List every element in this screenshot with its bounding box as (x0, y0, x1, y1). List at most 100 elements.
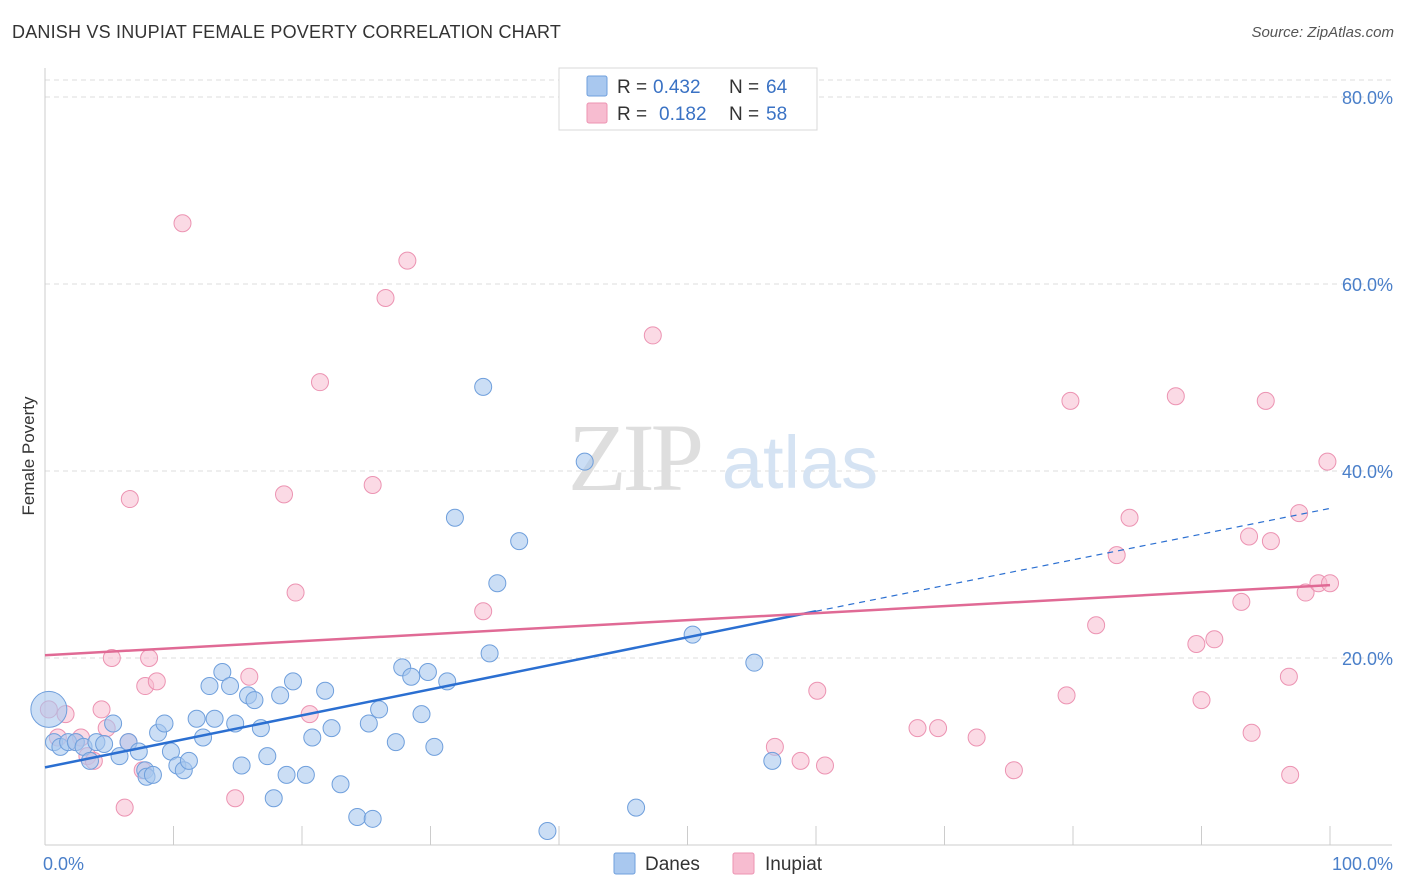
legend-swatch-inupiat (586, 102, 608, 124)
danes-point (95, 735, 114, 754)
danes-point (480, 644, 499, 663)
danes-point (363, 809, 382, 828)
danes-point (474, 377, 493, 396)
axes (44, 68, 1392, 846)
trend-lines (44, 507, 1331, 769)
legend-n-value-danes: 64 (766, 77, 788, 98)
inupiat-point (92, 700, 111, 719)
inupiat-point (908, 719, 927, 738)
danes-point (296, 765, 315, 784)
danes-point (488, 574, 507, 593)
y-axis-label: Female Poverty (19, 396, 38, 516)
inupiat-point (1205, 630, 1224, 649)
correlation-legend: R = 0.432 N = 64 R = 0.182 N = 58 (558, 67, 818, 131)
inupiat-point (643, 326, 662, 345)
inupiat-point (1256, 391, 1275, 410)
y-tick-labels: 20.0% 40.0% 60.0% 80.0% (1342, 88, 1393, 669)
danes-point (129, 742, 148, 761)
gridlines (45, 79, 1392, 659)
legend-n-value-inupiat: 58 (766, 104, 787, 125)
danes-point (232, 756, 251, 775)
inupiat-point (474, 602, 493, 621)
legend-r-label-inupiat: R = (617, 104, 647, 125)
inupiat-point (173, 214, 192, 233)
chart-title: DANISH VS INUPIAT FEMALE POVERTY CORRELA… (12, 22, 562, 42)
inupiat-point (808, 681, 827, 700)
inupiat-point (1321, 574, 1339, 593)
legend-n-label-danes: N = (729, 77, 759, 98)
legend-swatch-danes (586, 75, 608, 97)
danes-point (271, 686, 290, 705)
danes-point (370, 700, 389, 719)
danes-point (258, 747, 277, 766)
legend-n-label-inupiat: N = (729, 104, 759, 125)
inupiat-point (1087, 616, 1106, 635)
inupiat-point (310, 373, 329, 392)
x-tick-labels: 0.0% 100.0% (43, 854, 1393, 874)
inupiat-point (1057, 686, 1076, 705)
inupiat-point (1004, 761, 1023, 780)
inupiat-point (967, 728, 986, 747)
inupiat-point (140, 649, 159, 667)
inupiat-point (376, 289, 395, 308)
inupiat-point (286, 583, 305, 602)
inupiat-point (1240, 527, 1259, 546)
source-credit: Source: ZipAtlas.com (1251, 24, 1394, 41)
bottom-legend-swatch-inupiat (732, 852, 755, 875)
bottom-legend-label-inupiat: Inupiat (765, 854, 823, 875)
danes-point (303, 728, 322, 747)
danes-point (331, 775, 350, 794)
x-tick-label: 100.0% (1332, 854, 1393, 874)
inupiat-point (1279, 667, 1298, 686)
watermark-atlas: atlas (722, 421, 878, 504)
danes-point (187, 709, 206, 728)
danes-point (386, 733, 405, 752)
danes-point (348, 807, 367, 826)
inupiat-point (1061, 391, 1080, 410)
danes-point (200, 677, 219, 696)
danes-point (359, 714, 378, 733)
y-tick-label: 60.0% (1342, 275, 1393, 295)
y-tick-label: 20.0% (1342, 649, 1393, 669)
danes-point (245, 691, 264, 710)
danes-point (143, 765, 162, 784)
danes-point (763, 751, 782, 770)
watermark: ZIP atlas (568, 404, 878, 511)
inupiat-point (120, 490, 139, 509)
inupiat-point (1318, 452, 1337, 471)
legend-r-value-inupiat: 0.182 (659, 104, 707, 125)
danes-point (425, 737, 444, 756)
inupiat-point (1242, 723, 1261, 742)
danes-point (179, 751, 198, 770)
danes-point (538, 821, 557, 840)
danes-trend-line (44, 610, 817, 769)
inupiat-point (398, 251, 417, 270)
danes-point (80, 751, 99, 770)
danes-point (155, 714, 174, 733)
danes-point (575, 452, 594, 471)
danes-point (104, 714, 123, 733)
inupiat-point (815, 756, 834, 775)
inupiat-point (1192, 691, 1211, 710)
y-tick-label: 40.0% (1342, 462, 1393, 482)
inupiat-point (363, 476, 382, 495)
danes-point (627, 798, 646, 817)
danes-point (205, 709, 224, 728)
danes-point (213, 663, 232, 682)
inupiat-point (226, 789, 245, 808)
inupiat-point (1187, 634, 1206, 653)
bottom-legend-swatch-danes (613, 852, 636, 875)
danes-point (30, 690, 68, 728)
danes-point (284, 672, 303, 691)
inupiat-point (1290, 504, 1309, 523)
inupiat-point (147, 672, 166, 691)
legend-r-label-danes: R = (617, 77, 647, 98)
y-tick-label: 80.0% (1342, 88, 1393, 108)
danes-point (745, 653, 764, 672)
inupiat-point (1166, 387, 1185, 406)
danes-points (30, 377, 782, 840)
danes-point (445, 508, 464, 527)
inupiat-point (1120, 508, 1139, 527)
inupiat-point (1261, 532, 1280, 551)
danes-point (510, 532, 529, 551)
